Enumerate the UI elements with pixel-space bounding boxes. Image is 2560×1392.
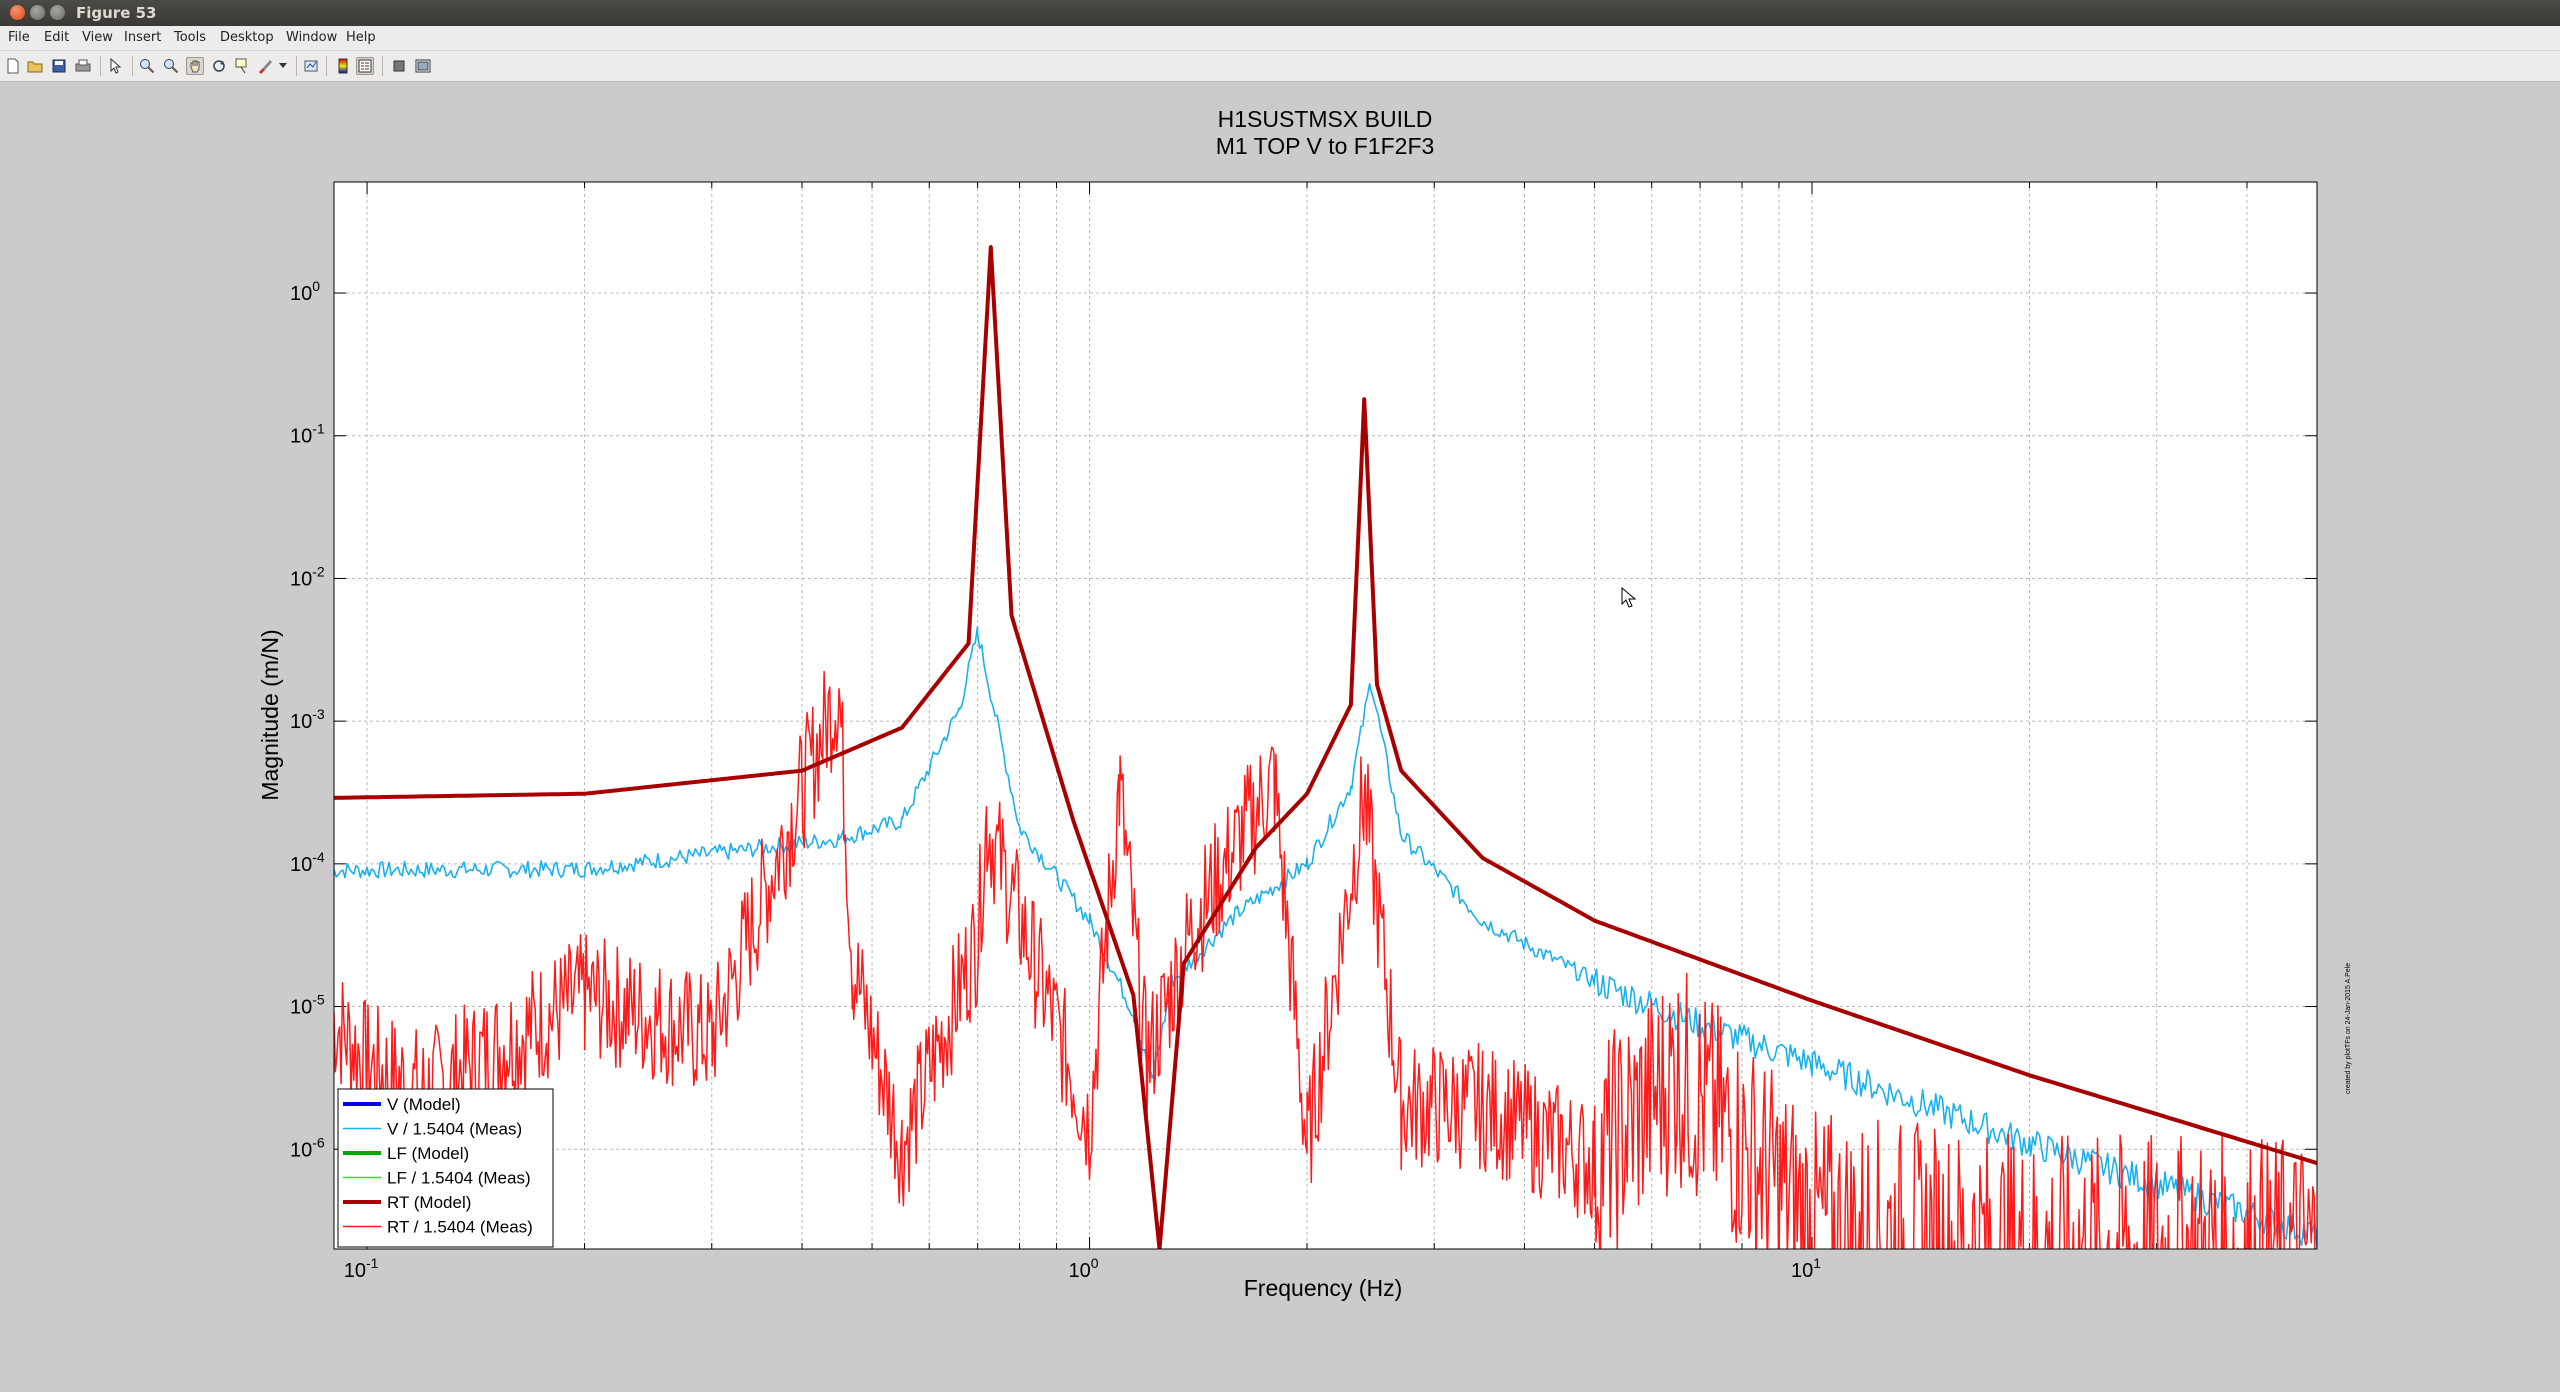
legend-entry: V (Model) <box>387 1095 461 1114</box>
x-tick-label: 101 <box>1791 1255 1821 1282</box>
print-icon[interactable] <box>74 57 92 75</box>
mouse-cursor-icon <box>1621 587 1637 608</box>
menu-help[interactable]: Help <box>346 30 376 45</box>
figure-toolbar <box>0 51 2560 82</box>
hide-plot-tools-icon[interactable] <box>390 57 408 75</box>
tick-marks <box>333 182 2318 1249</box>
menu-tools[interactable]: Tools <box>174 30 207 45</box>
y-tick-label: 10-4 <box>290 849 325 876</box>
menu-insert[interactable]: Insert <box>124 30 162 45</box>
x-tick-label: 10-1 <box>344 1255 379 1282</box>
save-icon[interactable] <box>50 57 68 75</box>
footnote: created by plotTFs on 24-Jan-2015 A.Pele <box>2345 963 2352 1094</box>
figure-canvas[interactable]: H1SUSTMSX BUILD M1 TOP V to F1F2F3 10-1 1… <box>0 82 2560 1392</box>
x-tick-label: 100 <box>1069 1255 1099 1282</box>
series-rt-meas-line <box>334 670 2316 1249</box>
plot-axes[interactable] <box>334 182 2317 1249</box>
link-plot-icon[interactable] <box>302 57 320 75</box>
legend-entry: LF (Model) <box>387 1144 469 1163</box>
y-tick-label: 10-5 <box>290 992 325 1019</box>
maximize-window-button[interactable] <box>50 5 65 20</box>
menu-file[interactable]: File <box>8 30 30 45</box>
y-tick-labels: 10-6 10-5 10-4 10-3 10-2 10-1 100 <box>290 278 325 1161</box>
legend-entry: V / 1.5404 (Meas) <box>387 1120 522 1139</box>
insert-legend-icon[interactable] <box>356 57 374 75</box>
axes-frame <box>333 181 2318 1250</box>
minimize-window-button[interactable] <box>30 5 45 20</box>
menu-view[interactable]: View <box>82 30 113 45</box>
x-tick-labels: 10-1 100 101 <box>344 1255 1822 1282</box>
series-rt-model-line <box>334 245 2317 1249</box>
menu-bar: File Edit View Insert Tools Desktop Wind… <box>0 26 2560 51</box>
menu-window[interactable]: Window <box>286 30 338 45</box>
y-tick-label: 10-1 <box>290 421 325 448</box>
plot-lines <box>334 245 2317 1249</box>
window-titlebar: Figure 53 <box>0 0 2560 26</box>
legend-entry: RT (Model) <box>387 1193 471 1212</box>
y-axis-label: Magnitude (m/N) <box>257 629 283 800</box>
rotate-3d-icon[interactable] <box>210 57 228 75</box>
pan-hand-icon[interactable] <box>186 57 204 75</box>
plot-title: H1SUSTMSX BUILD <box>1218 106 1433 132</box>
y-tick-label: 100 <box>290 278 320 305</box>
series-v-meas-line <box>334 626 2317 1249</box>
brush-icon[interactable] <box>256 57 274 75</box>
new-figure-icon[interactable] <box>4 57 22 75</box>
menu-desktop[interactable]: Desktop <box>220 30 274 45</box>
y-tick-label: 10-2 <box>290 563 325 590</box>
menu-edit[interactable]: Edit <box>44 30 70 45</box>
plot-subtitle: M1 TOP V to F1F2F3 <box>1216 133 1435 159</box>
y-tick-label: 10-3 <box>290 706 325 733</box>
brush-dropdown-icon[interactable] <box>278 57 288 75</box>
data-cursor-icon[interactable] <box>234 57 252 75</box>
edit-plot-arrow-icon[interactable] <box>106 57 124 75</box>
open-file-icon[interactable] <box>26 57 44 75</box>
window-title: Figure 53 <box>76 4 157 22</box>
x-axis-label: Frequency (Hz) <box>1244 1275 1402 1301</box>
zoom-out-icon[interactable] <box>162 57 180 75</box>
legend[interactable]: V (Model) V / 1.5404 (Meas) LF (Model) LF /… <box>337 1088 554 1248</box>
legend-entry: RT / 1.5404 (Meas) <box>387 1218 533 1237</box>
insert-colorbar-icon[interactable] <box>334 57 352 75</box>
y-tick-label: 10-6 <box>290 1134 325 1161</box>
zoom-in-icon[interactable] <box>138 57 156 75</box>
legend-entry: LF / 1.5404 (Meas) <box>387 1169 531 1188</box>
close-window-button[interactable] <box>10 5 25 20</box>
show-plot-tools-icon[interactable] <box>414 57 432 75</box>
